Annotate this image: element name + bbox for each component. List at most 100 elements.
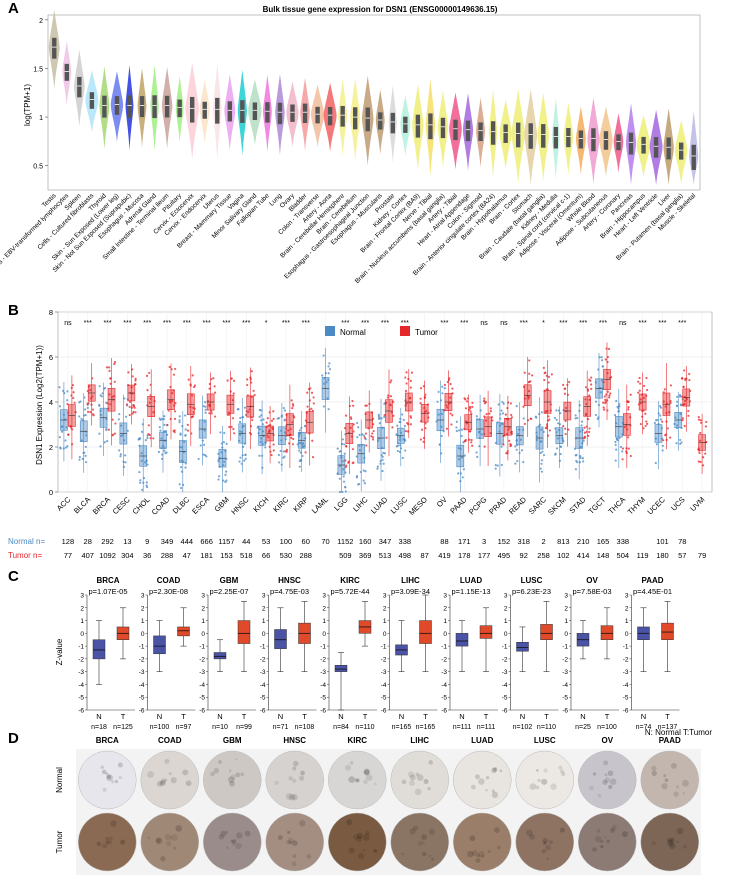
significance-label: * (265, 320, 268, 327)
tissue-texture (409, 780, 415, 787)
data-point (134, 411, 137, 414)
p-value-label: p=3.09E-34 (391, 587, 430, 596)
y-tick-label: -3 (78, 669, 84, 676)
data-point (586, 389, 590, 392)
data-point (60, 430, 64, 433)
tissue-texture (110, 820, 117, 827)
legend-swatch-normal (325, 326, 335, 336)
data-point (637, 380, 640, 383)
data-point (528, 380, 531, 384)
n-label: n=110 (355, 724, 374, 731)
normal-n: 152 (498, 537, 511, 546)
tumor-n: 47 (183, 551, 191, 560)
tissue-texture (287, 830, 291, 834)
data-point (204, 405, 207, 408)
n-label: n=108 (295, 724, 315, 731)
data-point (576, 416, 579, 420)
tissue-texture (117, 762, 123, 768)
y-tick-label: -3 (320, 669, 326, 676)
data-point (449, 412, 452, 415)
data-point (123, 397, 126, 400)
tissue-texture (147, 771, 154, 778)
y-tick-label: 1 (322, 618, 326, 625)
data-point (85, 434, 88, 437)
data-point (298, 465, 301, 468)
data-point (290, 399, 293, 402)
tissue-texture (471, 850, 478, 856)
tumor-n: 153 (220, 551, 233, 560)
data-point (84, 454, 87, 458)
violin-box (290, 104, 295, 122)
data-point (230, 377, 233, 380)
group-label: N (278, 712, 283, 721)
tissue-texture (349, 761, 354, 765)
data-point (574, 414, 577, 417)
data-point (676, 395, 679, 398)
data-point (291, 407, 294, 410)
y-tick-label: 1 (262, 618, 266, 625)
x-tick-label: ACC (55, 495, 73, 513)
data-point (158, 417, 161, 420)
significance-label: *** (203, 320, 211, 327)
data-point (450, 423, 453, 426)
data-point (184, 434, 187, 437)
data-point (642, 427, 645, 430)
data-point (212, 377, 215, 380)
data-point (138, 437, 141, 440)
data-point (704, 425, 708, 428)
data-point (564, 419, 567, 423)
data-point (666, 427, 669, 430)
y-tick-label: -4 (78, 682, 84, 689)
data-point (300, 426, 303, 429)
data-point (344, 486, 347, 489)
data-point (290, 436, 293, 439)
normal-n: 101 (656, 537, 669, 546)
data-point (410, 371, 414, 374)
y-tick-label: -6 (381, 708, 387, 715)
data-point (98, 385, 101, 388)
data-point (171, 400, 174, 403)
tissue-texture (106, 774, 114, 782)
ihc-tumor-core (515, 812, 574, 872)
tissue-texture (607, 784, 613, 790)
ihc-cancer-label: OV (601, 736, 613, 745)
tissue-texture (491, 789, 495, 793)
data-point (681, 418, 684, 422)
data-point (73, 401, 76, 404)
tumor-n-row-label: Tumor n= (8, 551, 42, 560)
data-point (173, 431, 176, 434)
data-point (298, 460, 301, 463)
tissue-texture (543, 842, 547, 846)
data-point (72, 391, 75, 394)
data-point (128, 413, 131, 417)
tissue-texture (541, 849, 546, 854)
data-point (621, 458, 624, 461)
data-point (619, 445, 623, 449)
tissue-texture (499, 769, 503, 773)
y-tick-label: -6 (562, 708, 568, 715)
box-marks (58, 342, 708, 494)
data-point (523, 371, 526, 374)
data-point (277, 453, 280, 457)
box (661, 622, 674, 640)
y-tick-label: 6 (49, 353, 53, 362)
violin-box (415, 114, 421, 138)
data-point (191, 374, 194, 377)
data-point (457, 458, 461, 461)
x-tick-label: HNSC (229, 495, 251, 517)
tissue-texture (469, 835, 476, 842)
y-axis-label: log(TPM+1) (23, 84, 32, 126)
tissue-texture (467, 850, 474, 858)
data-point (440, 434, 443, 438)
data-point (342, 475, 345, 478)
data-point (489, 409, 493, 413)
data-point (226, 413, 229, 416)
data-point (292, 404, 295, 407)
data-point (138, 471, 141, 474)
data-point (132, 410, 135, 413)
data-point (328, 368, 332, 371)
group-label: N (157, 712, 162, 721)
data-point (419, 402, 422, 405)
significance-label: *** (579, 320, 587, 327)
data-point (590, 376, 593, 379)
